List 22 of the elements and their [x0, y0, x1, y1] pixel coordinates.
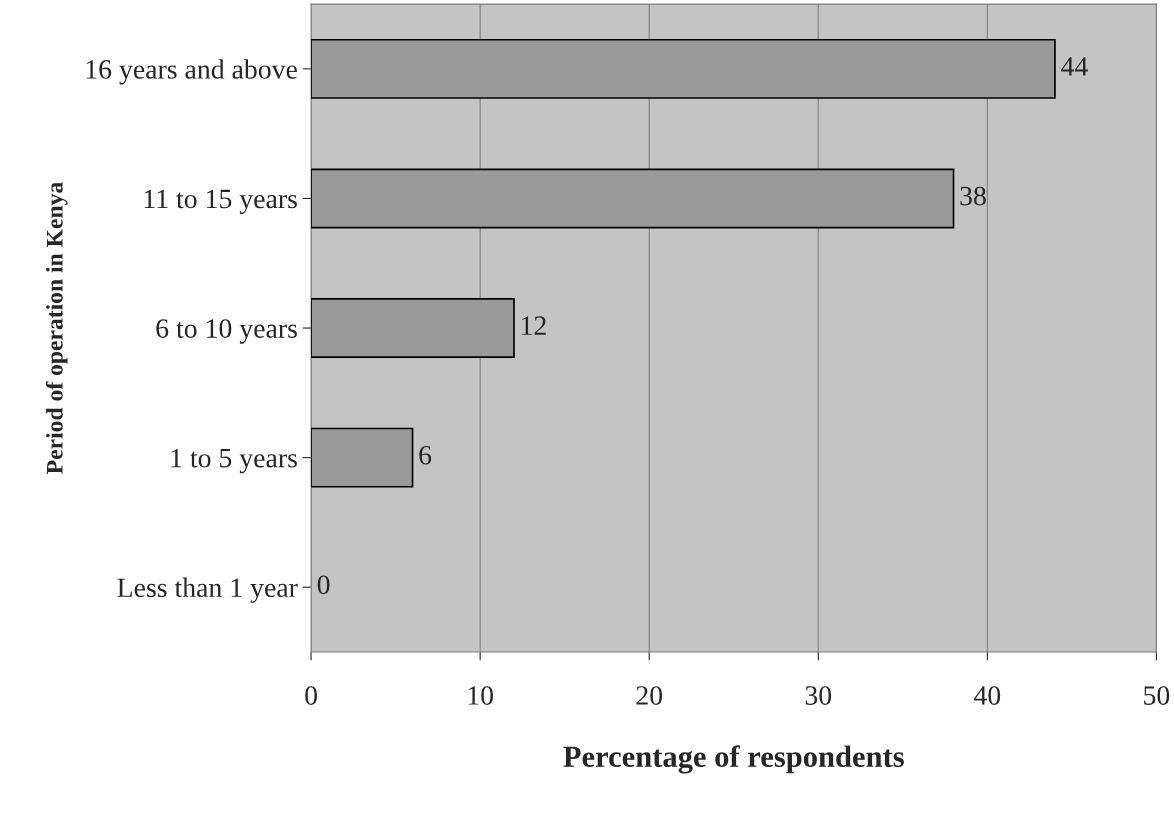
y-tick-label: 1 to 5 years: [171, 448, 297, 474]
bar: [311, 168, 955, 229]
x-tick-label: 10: [468, 686, 493, 705]
data-label: 0: [317, 575, 330, 595]
x-tick-label: 30: [805, 686, 832, 705]
y-tick-label: 6 to 10 years: [156, 319, 297, 344]
x-tick-label: 20: [636, 686, 663, 705]
data-label: 38: [960, 186, 986, 206]
y-tick-label: 16 years and above: [86, 59, 297, 85]
y-axis-title: Period of operation in Kenya: [45, 182, 68, 474]
bar: [311, 298, 515, 359]
y-tick-label: Less than 1 year: [117, 577, 298, 603]
x-tick-label: 0: [305, 686, 317, 705]
x-axis-title: Percentage of respondents: [563, 745, 904, 774]
data-label: 12: [521, 316, 546, 335]
y-tick-label: 11 to 15 years: [144, 189, 297, 215]
bar: [311, 427, 414, 488]
data-label: 44: [1061, 57, 1088, 76]
bar: [311, 38, 1056, 99]
x-tick-label: 50: [1144, 686, 1170, 705]
data-label: 6: [419, 445, 432, 465]
x-tick-label: 40: [973, 686, 1001, 705]
